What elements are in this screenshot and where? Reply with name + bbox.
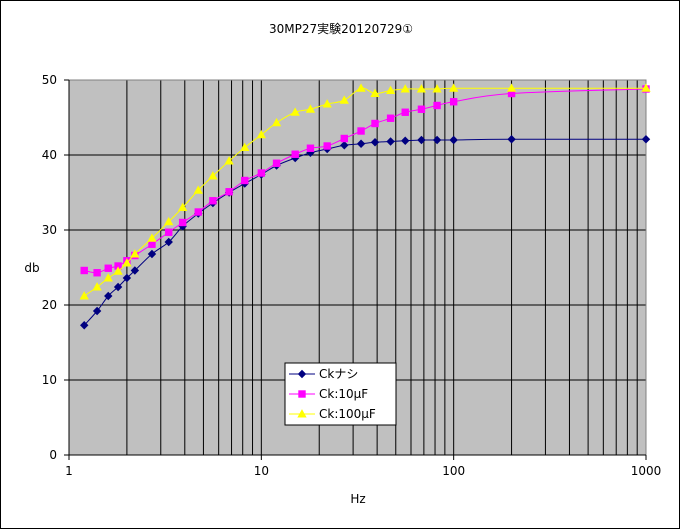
data-point (400, 84, 410, 93)
data-point (449, 83, 459, 92)
data-point (164, 216, 174, 226)
y-axis-title: db (24, 261, 39, 275)
legend-marker (297, 369, 307, 379)
x-tick-label: 100 (442, 464, 465, 478)
legend-entry: Ck:10μF (289, 387, 368, 401)
data-point (241, 176, 249, 185)
data-point (130, 266, 140, 275)
data-point (208, 171, 218, 180)
series-3 (79, 83, 651, 300)
x-tick-label: 1000 (631, 464, 662, 478)
legend-label: Ck:10μF (319, 387, 368, 401)
data-point (147, 233, 157, 242)
data-point (356, 139, 366, 148)
data-point (103, 273, 113, 282)
data-point (165, 228, 173, 236)
data-point (80, 321, 89, 330)
gridlines (68, 79, 647, 456)
data-point (209, 197, 217, 205)
legend-label: Ckナシ (319, 367, 358, 381)
data-point (417, 135, 426, 145)
data-point (224, 156, 234, 165)
legend-entry: Ck:100μF (289, 407, 376, 421)
data-point (506, 83, 517, 92)
data-point (641, 135, 651, 144)
data-point (130, 249, 140, 258)
data-point (93, 269, 101, 277)
data-point (401, 108, 409, 116)
data-point (104, 264, 112, 272)
x-tick-label: 10 (254, 464, 269, 478)
data-point (147, 249, 157, 259)
data-point (122, 273, 132, 283)
y-tick-label: 30 (42, 223, 57, 237)
y-tick-label: 40 (42, 148, 57, 162)
data-point (80, 266, 88, 275)
data-point (194, 208, 202, 216)
data-point (356, 83, 366, 92)
data-point (104, 291, 113, 301)
data-point (122, 258, 132, 267)
data-point (164, 237, 173, 247)
data-point (291, 150, 299, 158)
data-point (92, 282, 102, 291)
data-point (178, 218, 187, 227)
data-point (386, 137, 395, 146)
data-point (385, 85, 396, 95)
data-point (371, 119, 379, 128)
data-point (225, 188, 233, 196)
x-tick-labels: 1 10 100 1000 (65, 455, 661, 478)
data-point (339, 95, 349, 104)
data-point (433, 101, 441, 110)
chart-title: 30MP27実験20120729① (269, 21, 413, 36)
series-layer (79, 83, 651, 330)
data-point (432, 84, 442, 93)
legend-entry: Ckナシ (289, 367, 358, 381)
data-point (340, 134, 348, 143)
data-point (370, 88, 380, 98)
data-point (79, 291, 89, 300)
data-point (92, 306, 102, 316)
data-point (113, 266, 123, 275)
data-point (370, 138, 380, 147)
data-point (416, 84, 427, 93)
data-point (305, 104, 316, 113)
legend-marker (298, 390, 306, 398)
data-point (641, 83, 651, 92)
legend-label: Ck:100μF (319, 407, 376, 421)
data-point (401, 136, 410, 145)
data-point (432, 135, 442, 145)
x-tick-label: 1 (65, 464, 73, 478)
data-point (357, 127, 365, 135)
data-point (323, 142, 331, 150)
data-point (417, 105, 426, 113)
data-point (272, 159, 281, 167)
data-point (256, 129, 266, 139)
y-tick-label: 10 (42, 373, 57, 387)
data-point (178, 202, 188, 212)
data-point (322, 99, 332, 108)
y-tick-label: 20 (42, 298, 57, 312)
data-point (240, 142, 250, 152)
x-axis-title: Hz (350, 492, 365, 506)
data-point (113, 282, 123, 292)
data-point (193, 185, 203, 194)
data-point (449, 135, 458, 145)
data-point (340, 141, 349, 150)
data-point (507, 135, 516, 144)
data-point (290, 107, 300, 116)
data-point (386, 114, 395, 122)
data-point (148, 240, 156, 248)
legend-marker (297, 409, 307, 418)
data-point (306, 144, 315, 152)
data-point (257, 169, 266, 177)
legend: Ckナシ Ck:10μF Ck:100μF (284, 362, 397, 426)
y-tick-label: 50 (42, 73, 57, 87)
y-tick-label: 0 (49, 448, 57, 462)
data-point (449, 98, 458, 106)
data-point (271, 117, 282, 127)
y-tick-labels: 0 10 20 30 40 50 (42, 73, 69, 462)
